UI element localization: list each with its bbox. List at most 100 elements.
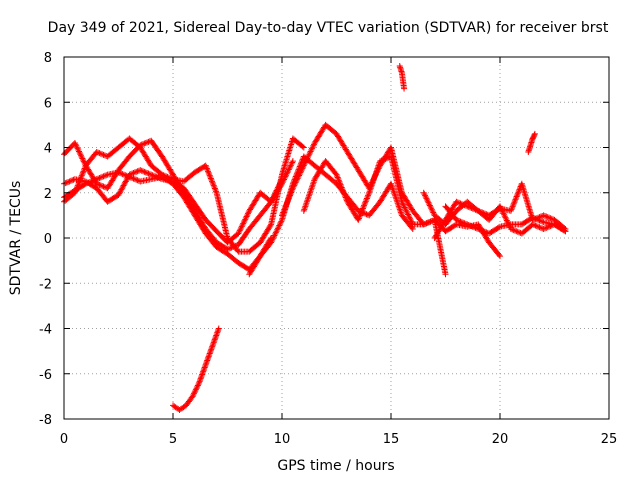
data-point	[334, 174, 341, 181]
data-point	[200, 368, 207, 375]
data-point	[231, 243, 238, 250]
data-point	[335, 175, 342, 182]
data-point	[232, 242, 239, 249]
data-point	[82, 180, 89, 187]
data-point	[279, 176, 285, 183]
data-point	[206, 171, 213, 178]
data-point	[141, 168, 148, 175]
data-point	[206, 172, 213, 179]
data-point	[336, 178, 343, 185]
data-point	[341, 191, 348, 198]
data-point	[236, 227, 243, 234]
data-point	[477, 227, 484, 234]
data-point	[460, 219, 467, 226]
data-point	[428, 205, 435, 212]
data-point	[299, 165, 306, 172]
data-point	[300, 164, 307, 171]
data-point	[96, 175, 103, 182]
data-point	[405, 211, 412, 218]
data-point	[420, 221, 427, 228]
data-point	[465, 221, 472, 228]
data-point	[137, 167, 144, 174]
data-point	[73, 144, 80, 151]
data-point	[302, 158, 309, 165]
data-point	[146, 171, 153, 178]
data-point	[75, 148, 82, 155]
data-point	[270, 194, 277, 201]
data-point	[268, 198, 275, 205]
data-point	[203, 164, 210, 171]
data-point	[513, 193, 520, 200]
data-point	[343, 197, 350, 204]
data-point	[191, 389, 198, 396]
data-point	[462, 220, 469, 227]
data-point	[300, 162, 307, 169]
data-point	[334, 173, 341, 180]
data-point	[269, 236, 276, 243]
data-point	[356, 214, 363, 221]
data-point	[272, 188, 279, 195]
data-point	[213, 332, 220, 339]
y-tick-label: 0	[44, 232, 52, 247]
data-point	[307, 148, 314, 155]
data-point	[426, 201, 433, 208]
data-point	[127, 174, 134, 181]
data-point	[514, 190, 521, 197]
data-point	[213, 331, 220, 338]
x-axis-ticks: 0 5 10 15 20 25	[60, 57, 617, 447]
data-point	[503, 217, 510, 224]
data-point	[205, 354, 212, 361]
data-point	[142, 169, 149, 176]
data-point	[285, 196, 292, 203]
data-point	[363, 196, 370, 203]
data-point	[80, 168, 87, 175]
data-point	[205, 169, 212, 176]
data-point	[421, 191, 428, 198]
data-point	[405, 212, 412, 219]
data-point	[99, 151, 106, 158]
data-point	[408, 218, 415, 225]
series-track-l	[396, 63, 408, 92]
data-point	[235, 230, 242, 237]
data-point	[427, 203, 434, 210]
data-point	[308, 147, 315, 154]
data-point	[427, 218, 434, 225]
data-point	[134, 168, 141, 175]
data-point	[547, 223, 554, 230]
data-point	[298, 168, 305, 175]
data-point	[496, 251, 503, 258]
data-point	[283, 172, 290, 179]
data-point	[239, 221, 246, 228]
data-point	[391, 189, 398, 196]
data-point	[502, 214, 509, 221]
data-point	[422, 220, 429, 227]
series-track-k	[170, 325, 222, 413]
data-point	[425, 199, 432, 206]
data-point	[209, 343, 216, 350]
data-point	[283, 202, 290, 209]
data-point	[533, 216, 540, 223]
data-point	[540, 225, 547, 232]
data-point	[284, 199, 291, 206]
data-point	[365, 191, 372, 198]
data-point	[205, 353, 212, 360]
data-point	[192, 386, 199, 393]
data-point	[206, 350, 213, 357]
data-point	[92, 176, 99, 183]
data-point	[115, 169, 122, 176]
data-point	[529, 221, 536, 228]
data-point	[359, 205, 366, 212]
data-point	[311, 141, 318, 148]
data-point	[541, 212, 548, 219]
data-point	[467, 222, 474, 229]
data-point	[289, 159, 296, 166]
y-tick-label: -4	[39, 323, 52, 338]
data-point	[546, 214, 553, 221]
data-point	[274, 225, 281, 232]
y-tick-label: 4	[44, 142, 52, 157]
data-point	[304, 154, 311, 161]
data-point	[97, 174, 104, 181]
data-point	[287, 192, 294, 199]
data-point	[480, 228, 487, 235]
